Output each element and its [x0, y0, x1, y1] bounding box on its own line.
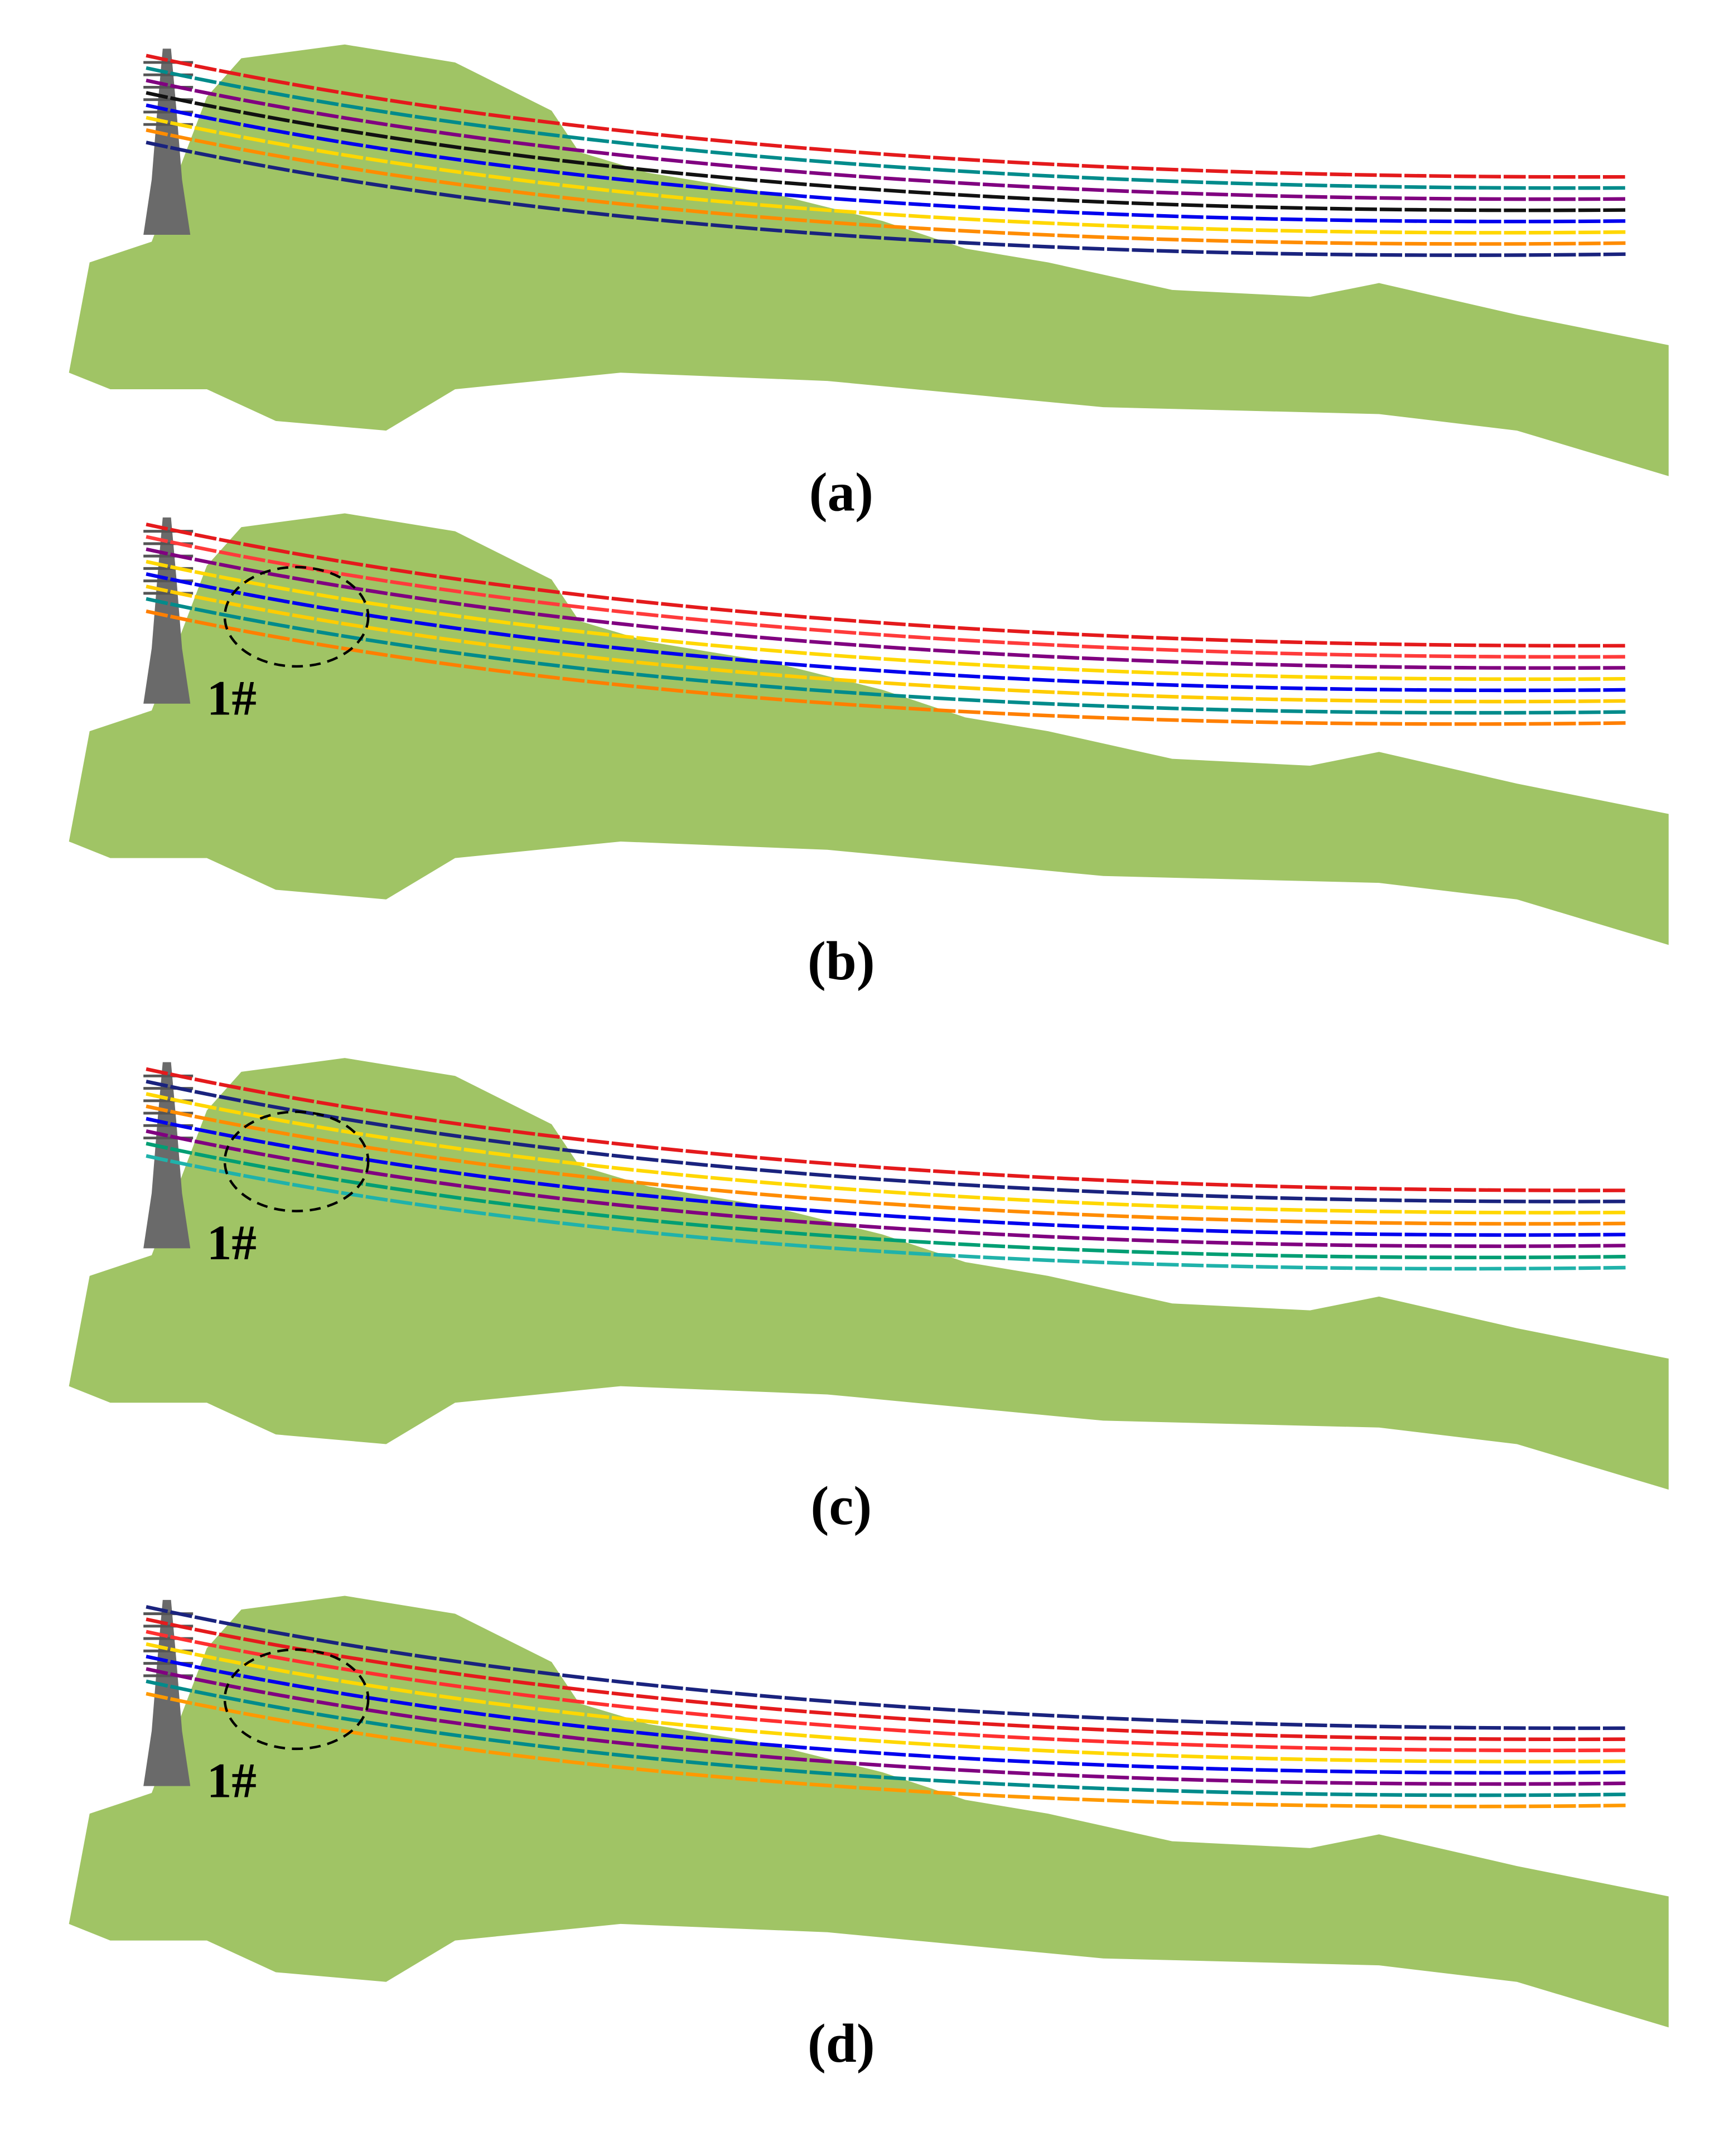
power-line — [146, 1104, 1627, 1226]
panel-label: (a) — [809, 462, 873, 523]
power-line — [146, 1667, 1627, 1786]
power-line — [146, 66, 1627, 190]
power-line — [146, 1154, 1627, 1271]
vegetation — [69, 44, 1669, 476]
tower — [143, 517, 191, 704]
power-line — [146, 1129, 1627, 1248]
power-line — [146, 1617, 1627, 1742]
highlight-ellipse — [223, 1648, 370, 1751]
annotation: 1# — [207, 1216, 257, 1270]
power-line — [146, 115, 1627, 235]
power-line — [146, 1655, 1627, 1775]
power-line — [146, 54, 1627, 179]
power-line — [146, 1092, 1627, 1215]
power-line — [146, 141, 1627, 257]
power-line — [146, 1142, 1627, 1260]
power-line — [146, 1116, 1627, 1237]
tower — [143, 49, 191, 235]
power-line — [146, 609, 1627, 726]
panel: 1# (b) — [69, 513, 1669, 992]
power-line — [146, 597, 1627, 715]
power-line — [146, 1679, 1627, 1797]
tower — [143, 1062, 191, 1249]
power-line — [146, 1691, 1627, 1809]
power-line — [146, 535, 1627, 659]
vegetation — [69, 513, 1669, 945]
vegetation — [69, 1596, 1669, 2028]
annotation: 1# — [207, 1753, 257, 1808]
panel-label: (b) — [808, 931, 875, 992]
power-line — [146, 547, 1627, 670]
power-line — [146, 1630, 1627, 1753]
power-line — [146, 523, 1627, 648]
vegetation — [69, 1058, 1669, 1490]
power-line — [146, 103, 1627, 224]
highlight-ellipse — [223, 565, 370, 668]
panel: 1# (c) — [69, 1058, 1669, 1536]
power-line — [146, 1067, 1627, 1192]
power-line — [146, 584, 1627, 704]
power-line — [146, 1080, 1627, 1203]
power-line — [146, 78, 1627, 201]
tower — [143, 1599, 191, 1786]
panel-label: (d) — [808, 2013, 875, 2074]
power-line — [146, 1605, 1627, 1730]
power-line — [146, 91, 1627, 212]
annotation: 1# — [207, 671, 257, 726]
power-line — [146, 128, 1627, 246]
power-line — [146, 559, 1627, 681]
panel: (a) — [69, 44, 1669, 523]
power-line — [146, 1642, 1627, 1764]
panel: 1# (d) — [69, 1596, 1669, 2074]
highlight-ellipse — [223, 1110, 370, 1212]
panel-label: (c) — [810, 1476, 872, 1536]
power-line — [146, 572, 1627, 693]
